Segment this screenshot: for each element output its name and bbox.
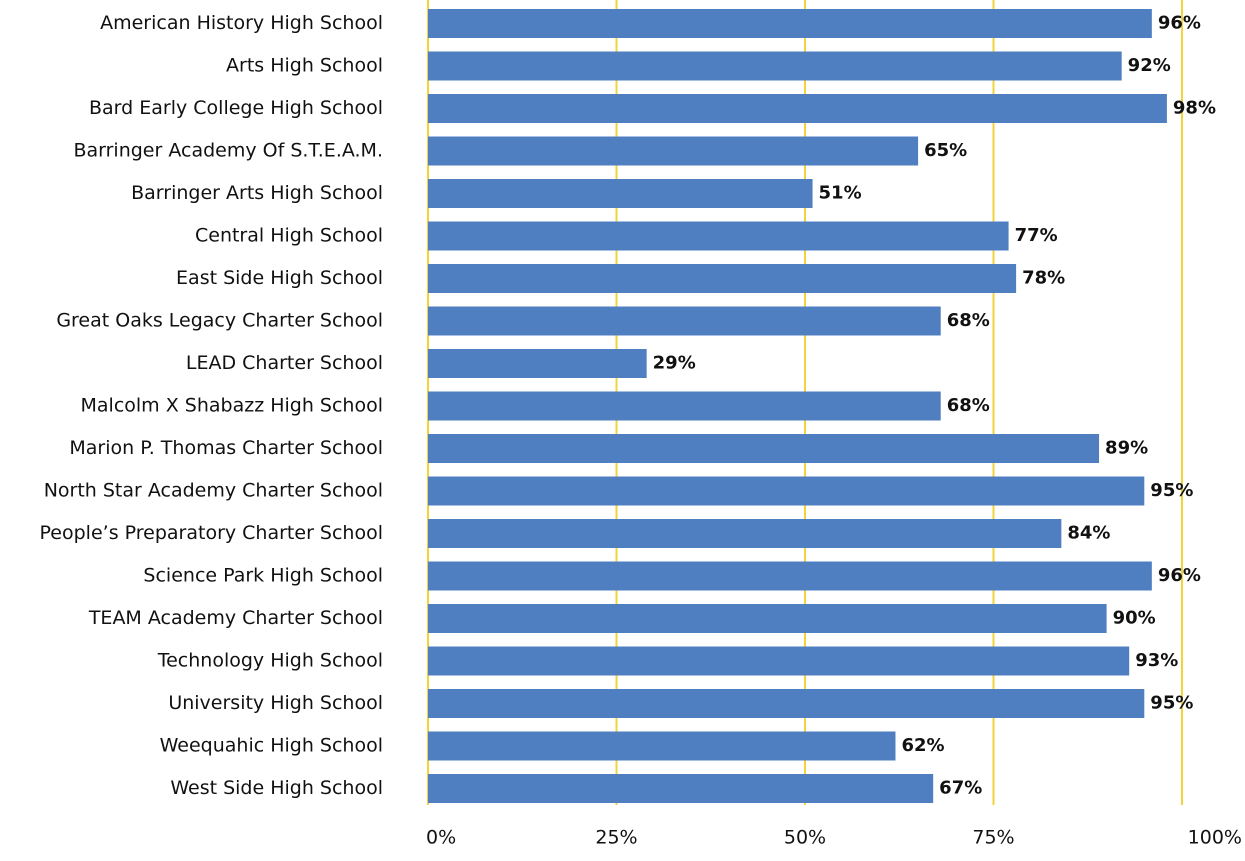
bar-1 bbox=[428, 51, 1122, 81]
bar-17 bbox=[428, 731, 896, 761]
category-label-16: University High School bbox=[168, 692, 383, 714]
category-label-2: Bard Early College High School bbox=[89, 97, 383, 119]
category-label-10: Marion P. Thomas Charter School bbox=[69, 437, 383, 459]
value-label-1: 92% bbox=[1128, 55, 1171, 76]
value-label-8: 29% bbox=[653, 353, 696, 374]
value-label-10: 89% bbox=[1105, 438, 1148, 459]
category-label-0: American History High School bbox=[100, 12, 383, 34]
x-tick-label-75: 75% bbox=[972, 827, 1014, 849]
bar-15 bbox=[428, 646, 1130, 676]
value-label-16: 95% bbox=[1150, 693, 1193, 714]
category-label-6: East Side High School bbox=[176, 267, 383, 289]
category-label-8: LEAD Charter School bbox=[186, 352, 383, 374]
bar-9 bbox=[428, 391, 941, 421]
bar-11 bbox=[428, 476, 1145, 506]
bar-6 bbox=[428, 264, 1017, 293]
value-label-18: 67% bbox=[939, 778, 982, 799]
category-label-12: People’s Preparatory Charter School bbox=[40, 522, 383, 544]
bar-5 bbox=[428, 221, 1009, 251]
category-label-1: Arts High School bbox=[226, 55, 383, 77]
value-label-15: 93% bbox=[1135, 650, 1178, 671]
value-label-11: 95% bbox=[1150, 480, 1193, 501]
category-label-17: Weequahic High School bbox=[160, 735, 383, 757]
value-label-14: 90% bbox=[1113, 608, 1156, 629]
category-label-5: Central High School bbox=[195, 225, 383, 247]
category-label-3: Barringer Academy Of S.T.E.A.M. bbox=[73, 140, 383, 162]
value-label-4: 51% bbox=[819, 183, 862, 204]
x-tick-label-100: 100% bbox=[1188, 827, 1242, 849]
x-tick-label-25: 25% bbox=[595, 827, 637, 849]
bar-3 bbox=[428, 136, 919, 166]
category-label-11: North Star Academy Charter School bbox=[44, 480, 383, 502]
category-labels: American History High School Arts High Sc… bbox=[40, 12, 383, 799]
bar-13 bbox=[428, 561, 1152, 591]
bar-12 bbox=[428, 519, 1062, 548]
bar-4 bbox=[428, 179, 813, 208]
value-labels: 96%92%98%65%51%77%78%68%29%68%89%95%84%9… bbox=[653, 13, 1216, 799]
x-axis-ticks: 0% 25% 50% 75% 100% bbox=[426, 827, 1242, 849]
value-label-7: 68% bbox=[947, 310, 990, 331]
category-label-14: TEAM Academy Charter School bbox=[88, 607, 383, 629]
value-label-2: 98% bbox=[1173, 98, 1216, 119]
value-label-9: 68% bbox=[947, 395, 990, 416]
category-label-9: Malcolm X Shabazz High School bbox=[81, 395, 384, 417]
category-label-15: Technology High School bbox=[157, 650, 383, 672]
value-label-0: 96% bbox=[1158, 13, 1201, 34]
category-label-4: Barringer Arts High School bbox=[131, 182, 383, 204]
bar-14 bbox=[428, 604, 1107, 633]
bar-7 bbox=[428, 306, 941, 336]
value-label-5: 77% bbox=[1015, 225, 1058, 246]
bars bbox=[428, 9, 1167, 803]
value-label-6: 78% bbox=[1022, 268, 1065, 289]
bar-0 bbox=[428, 9, 1152, 38]
value-label-13: 96% bbox=[1158, 565, 1201, 586]
category-label-13: Science Park High School bbox=[143, 565, 383, 587]
bar-8 bbox=[428, 349, 647, 378]
category-label-18: West Side High School bbox=[170, 777, 383, 799]
value-label-12: 84% bbox=[1067, 523, 1110, 544]
x-tick-label-50: 50% bbox=[784, 827, 826, 849]
value-label-17: 62% bbox=[901, 735, 944, 756]
bar-16 bbox=[428, 689, 1145, 718]
bar-2 bbox=[428, 94, 1167, 123]
value-label-3: 65% bbox=[924, 140, 967, 161]
category-label-7: Great Oaks Legacy Charter School bbox=[56, 310, 383, 332]
bar-18 bbox=[428, 774, 934, 803]
bar-10 bbox=[428, 434, 1100, 463]
x-tick-label-0: 0% bbox=[426, 827, 456, 849]
